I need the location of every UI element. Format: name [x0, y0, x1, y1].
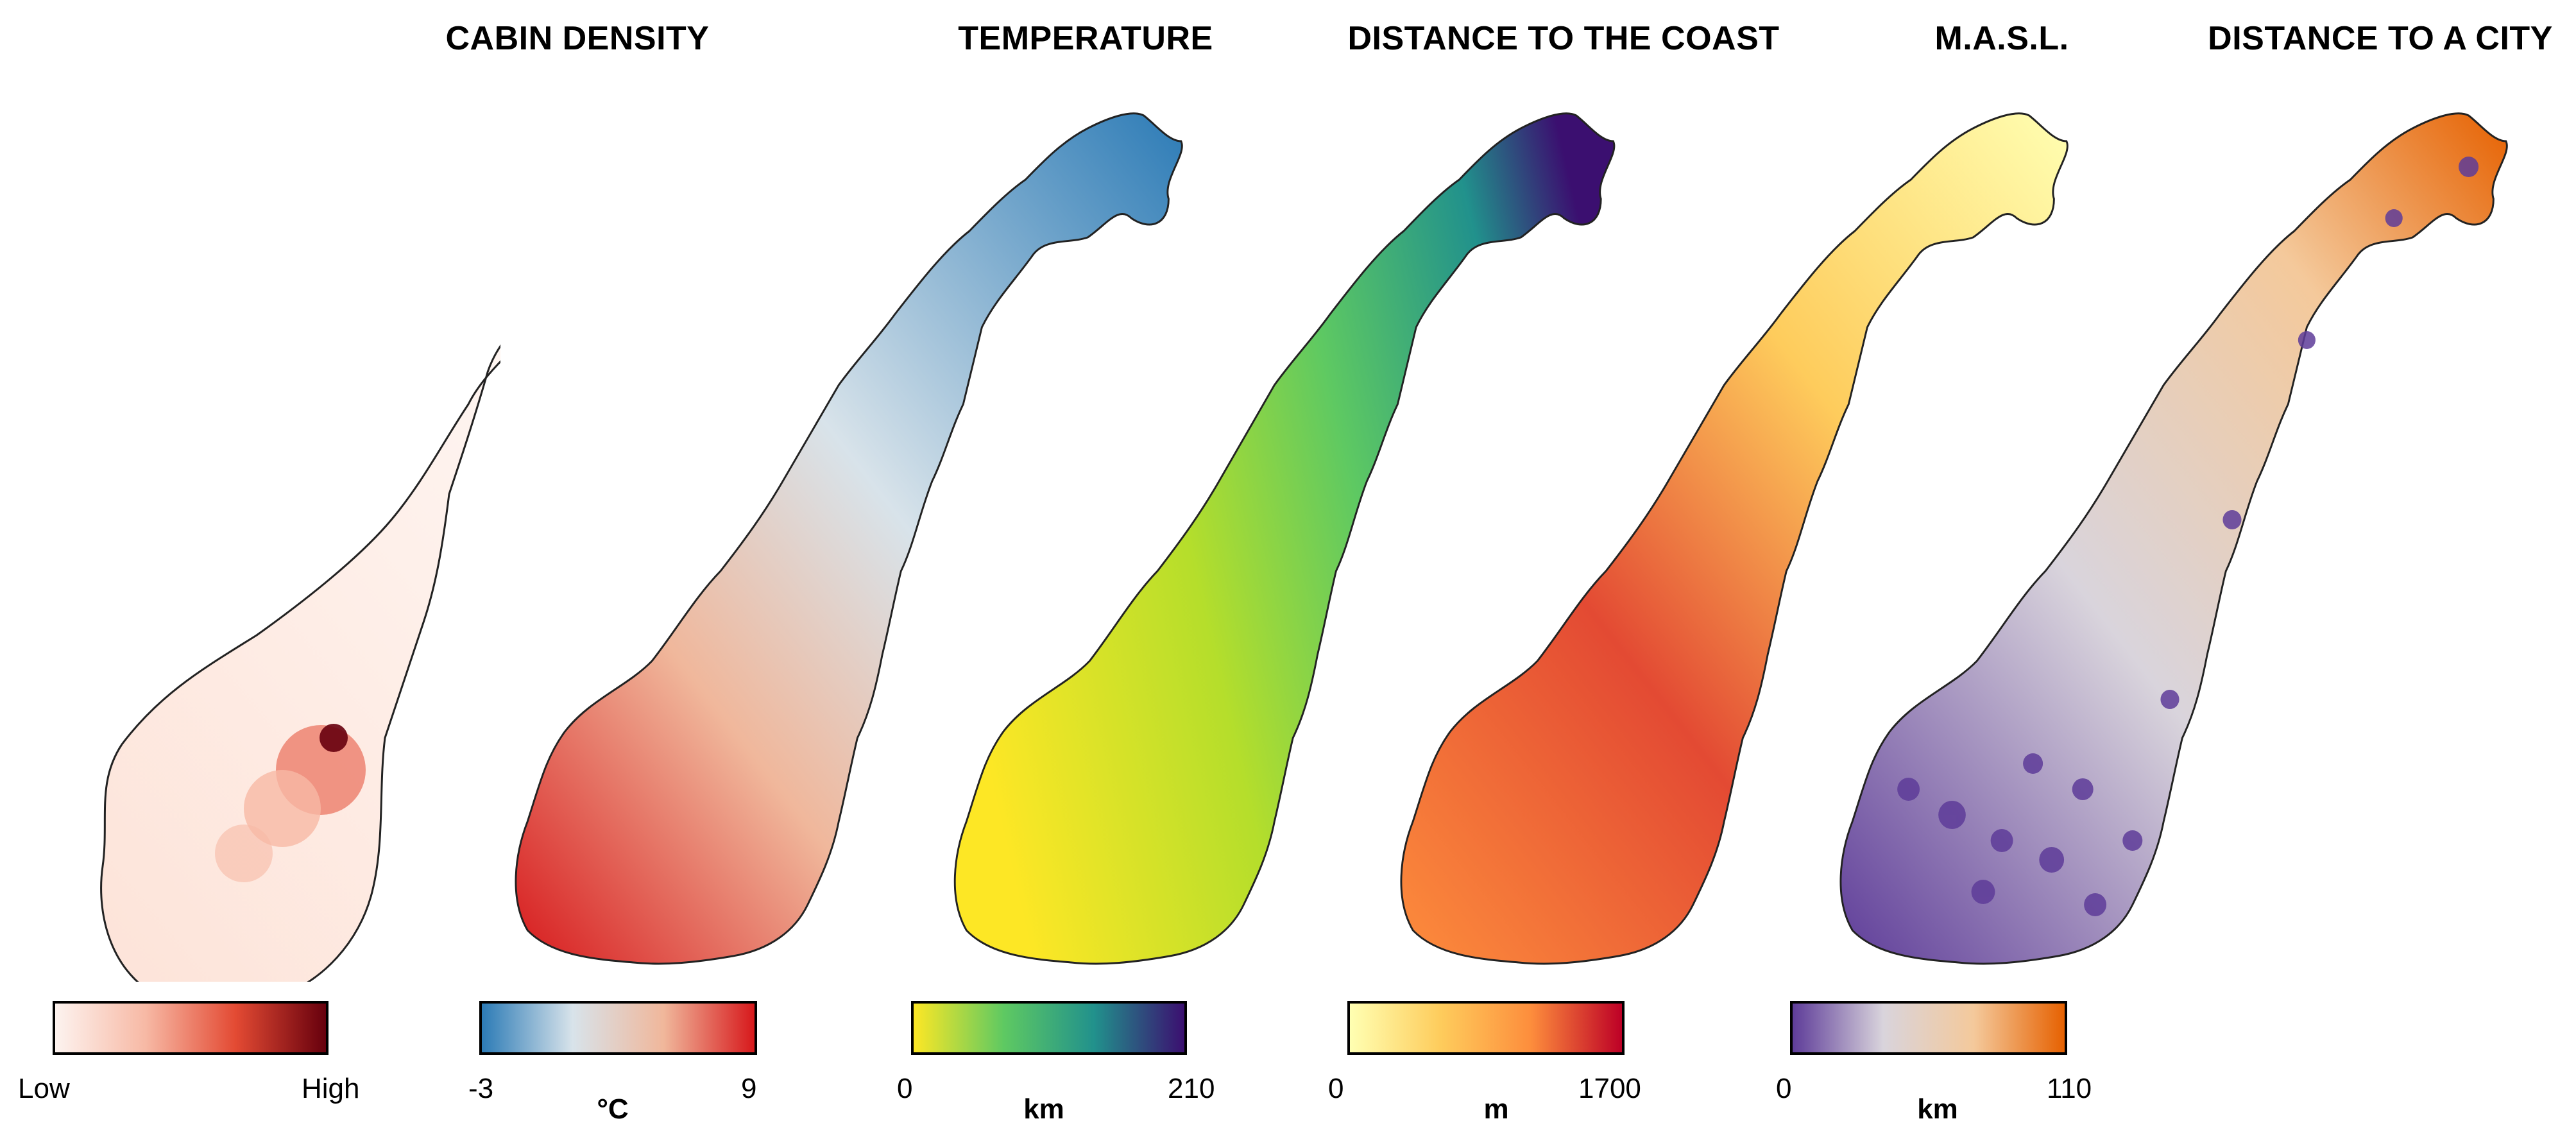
colorbar-unit-label: °C	[597, 1093, 629, 1125]
colorbar-unit-label: km	[1917, 1093, 1958, 1125]
density-hotspots	[215, 724, 366, 882]
panel-distance-city: DISTANCE TO A CITY 0 110 km	[1732, 0, 2576, 1137]
colorbar-min-label: 0	[1328, 1073, 1344, 1104]
panel-temperature: TEMPERATURE -3 9 °C	[468, 0, 1213, 1137]
panel-cabin-density: CABIN DENSITY Low High	[0, 0, 709, 1137]
colorbar-max-label: 1700	[1578, 1073, 1641, 1104]
colorbar-masl	[1347, 1001, 1625, 1055]
map-cabin-density	[100, 344, 500, 982]
panel-title: M.A.S.L.	[1934, 20, 2069, 57]
norway-outline	[100, 344, 500, 982]
panel-distance-coast: DISTANCE TO THE COAST 0 210 km	[897, 0, 1779, 1137]
colorbar-unit-label: m	[1483, 1093, 1509, 1125]
colorbar-distance-coast	[911, 1001, 1187, 1055]
colorbar-max-label: 9	[741, 1073, 757, 1104]
colorbar-min-label: -3	[468, 1073, 494, 1104]
colorbar-temperature	[479, 1001, 757, 1055]
colorbar-max-label: High	[302, 1073, 360, 1104]
colorbar-max-label: 210	[1168, 1073, 1215, 1104]
colorbar-min-label: 0	[897, 1073, 913, 1104]
panel-title: DISTANCE TO A CITY	[2208, 20, 2553, 57]
colorbar-min-label: 0	[1776, 1073, 1792, 1104]
colorbar-unit-label: km	[1023, 1093, 1064, 1125]
panel-title: TEMPERATURE	[958, 20, 1213, 57]
colorbar-cabin-density	[53, 1001, 328, 1055]
panel-masl: M.A.S.L. 0 1700 m	[1322, 0, 2068, 1137]
colorbar-min-label: Low	[18, 1073, 70, 1104]
colorbar-max-label: 110	[2047, 1073, 2092, 1104]
colorbar-distance-city	[1790, 1001, 2067, 1055]
panel-title: DISTANCE TO THE COAST	[1347, 20, 1780, 57]
panel-title: CABIN DENSITY	[445, 20, 710, 57]
